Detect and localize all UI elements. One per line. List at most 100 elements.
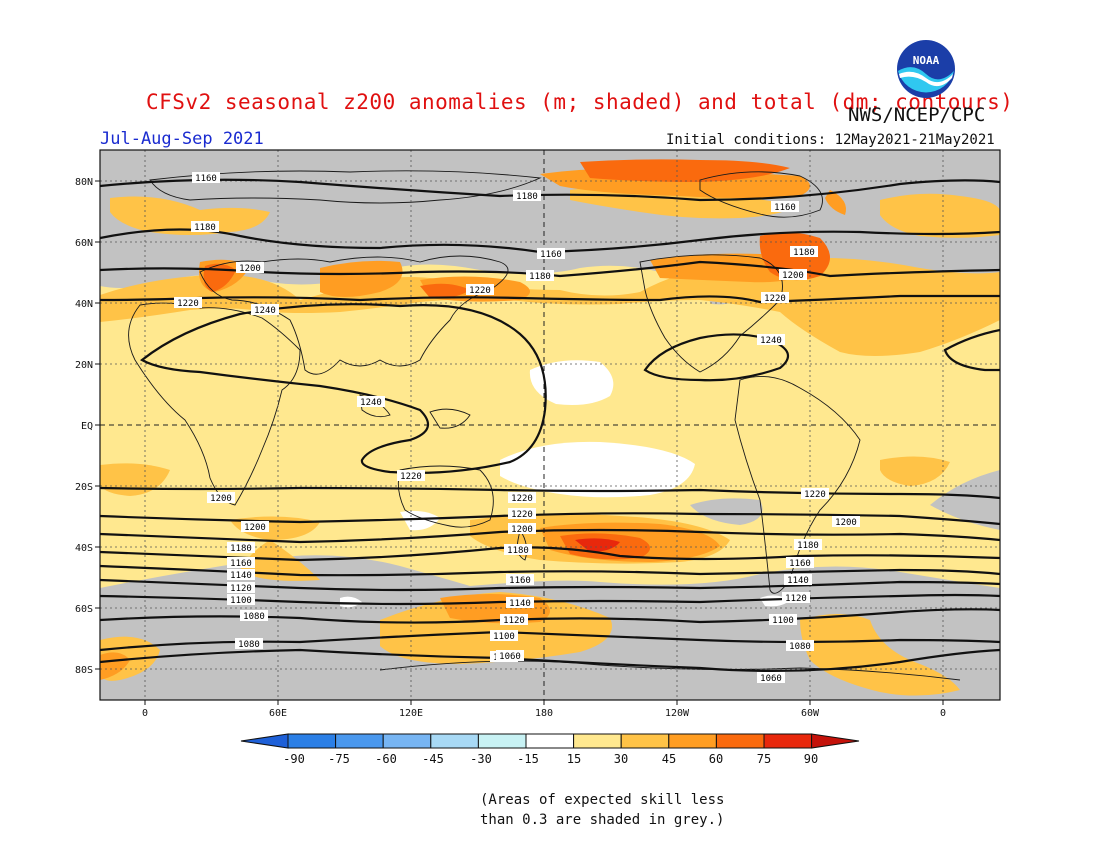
lon-label: 60E — [269, 708, 287, 719]
contour-label: 1240 — [254, 306, 276, 316]
colorbar-swatch — [715, 733, 765, 749]
colorbar-tick: 60 — [709, 752, 723, 766]
contour-label: 1140 — [509, 599, 531, 609]
colorbar-swatch — [430, 733, 479, 749]
contour-label: 1200 — [782, 271, 804, 281]
height-contours — [100, 178, 1000, 672]
chart-title: CFSv2 seasonal z200 anomalies (m; shaded… — [146, 90, 1014, 114]
lon-label: 180 — [535, 708, 553, 719]
contour-label: 1160 — [195, 174, 217, 184]
colorbar-labels: -90 -75 -60 -45 -30 -15 15 30 45 60 75 9… — [283, 752, 818, 766]
contour-label: 1080 — [238, 640, 260, 650]
lat-label: 40N — [75, 299, 93, 310]
latitude-labels: 80N 60N 40N 20N EQ 20S 40S 60S 80S — [75, 177, 93, 676]
colorbar-tick: -45 — [422, 752, 444, 766]
contour-label: 1180 — [797, 541, 819, 551]
lon-label: 0 — [142, 708, 148, 719]
colorbar-swatch — [382, 733, 432, 749]
contour-label: 1080 — [789, 642, 811, 652]
colorbar-swatch — [668, 733, 717, 749]
contour-label: 1100 — [230, 596, 252, 606]
colorbar-swatch — [525, 733, 575, 749]
contour-label: 1220 — [177, 299, 199, 309]
colorbar-swatch — [620, 733, 670, 749]
colorbar-tick: 45 — [662, 752, 676, 766]
contour-label: 1080 — [243, 612, 265, 622]
colorbar-swatch — [477, 733, 527, 749]
colorbar — [240, 733, 860, 749]
colorbar-swatch — [763, 733, 813, 749]
axis-ticks — [95, 180, 944, 705]
skill-note-line-2: than 0.3 are shaded in grey.) — [480, 812, 725, 828]
contour-label: 1220 — [764, 294, 786, 304]
contour-label: 1160 — [230, 559, 252, 569]
colorbar-left-arrow — [240, 733, 289, 749]
colorbar-swatch — [573, 733, 622, 749]
contour-label: 1180 — [194, 223, 216, 233]
contour-label: 1120 — [785, 594, 807, 604]
contour-label: 1180 — [529, 272, 551, 282]
colorbar-right-arrow — [811, 733, 860, 749]
colorbar-tick: 30 — [614, 752, 628, 766]
contour-label: 1240 — [760, 336, 782, 346]
contour-label: 1120 — [230, 584, 252, 594]
contour-label: 1140 — [230, 571, 252, 581]
longitude-labels: 0 60E 120E 180 120W 60W 0 — [142, 708, 946, 719]
contour-label: 1160 — [509, 576, 531, 586]
contour-label: 1220 — [469, 286, 491, 296]
agency-label: NWS/NCEP/CPC — [848, 104, 986, 126]
lat-label: 20S — [75, 482, 93, 493]
lon-label: 60W — [801, 708, 820, 719]
lat-label: 60N — [75, 238, 93, 249]
logo-text: NOAA — [913, 54, 940, 67]
contour-label: 1220 — [400, 472, 422, 482]
contour-label: 1180 — [516, 192, 538, 202]
skill-note-line-1: (Areas of expected skill less — [480, 792, 725, 808]
initial-conditions: Initial conditions: 12May2021-21May2021 — [666, 132, 995, 148]
contour-label: 1200 — [835, 518, 857, 528]
contour-label: 1120 — [503, 616, 525, 626]
contour-label: 1200 — [210, 494, 232, 504]
contour-label: 1160 — [789, 559, 811, 569]
forecast-period: Jul-Aug-Sep 2021 — [100, 129, 264, 149]
lon-label: 0 — [940, 708, 946, 719]
lon-label: 120E — [399, 708, 423, 719]
lat-label: 20N — [75, 360, 93, 371]
contour-label: 1200 — [244, 523, 266, 533]
contour-label: 1060 — [499, 652, 521, 662]
colorbar-tick: -75 — [328, 752, 350, 766]
contour-label: 1160 — [774, 203, 796, 213]
contour-labels: 1160 1180 1200 1220 1240 1220 1240 1160 … — [174, 172, 860, 684]
contour-label: 1160 — [540, 250, 562, 260]
noaa-logo-icon: NOAA — [897, 40, 955, 98]
contour-label: 1220 — [511, 494, 533, 504]
contour-label: 1200 — [239, 264, 261, 274]
contour-label: 1220 — [804, 490, 826, 500]
lat-label: EQ — [81, 421, 93, 432]
contour-label: 1240 — [360, 398, 382, 408]
contour-label: 1180 — [230, 544, 252, 554]
contour-label: 1060 — [760, 674, 782, 684]
lat-label: 80S — [75, 665, 93, 676]
lon-label: 120W — [665, 708, 690, 719]
contour-label: 1100 — [493, 632, 515, 642]
contour-label: 1180 — [507, 546, 529, 556]
skill-note: (Areas of expected skill less than 0.3 a… — [480, 790, 724, 830]
colorbar-tick: -30 — [470, 752, 492, 766]
contour-label: 1220 — [511, 510, 533, 520]
equator-and-dateline — [100, 150, 1000, 700]
contour-label: 1140 — [787, 576, 809, 586]
colorbar-swatch — [335, 733, 384, 749]
colorbar-tick: 75 — [757, 752, 771, 766]
colorbar-tick: -15 — [517, 752, 539, 766]
colorbar-tick: -60 — [375, 752, 397, 766]
contour-label: 1180 — [793, 248, 815, 258]
lat-label: 60S — [75, 604, 93, 615]
colorbar-swatch — [287, 733, 337, 749]
colorbar-tick: 15 — [567, 752, 581, 766]
anomaly-75-90 — [575, 538, 620, 552]
lat-label: 80N — [75, 177, 93, 188]
contour-label: 1100 — [772, 616, 794, 626]
contour-label: 1200 — [511, 525, 533, 535]
